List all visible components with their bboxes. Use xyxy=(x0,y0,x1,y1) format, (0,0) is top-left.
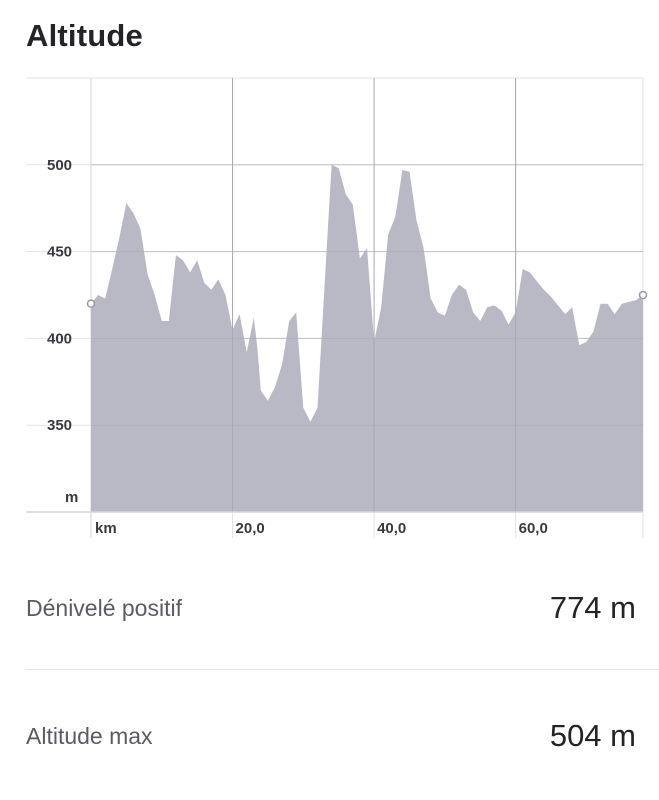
x-tick-label-1: 40,0 xyxy=(377,520,406,537)
altitude-chart[interactable]: 350 400 450 500 mkm 20,0 40,0 60,0 xyxy=(0,0,659,560)
stat-elevation-gain: Dénivelé positif 774 m xyxy=(26,578,636,638)
y-tick-label-0: 350 xyxy=(47,417,72,434)
y-tick-label-1: 400 xyxy=(47,330,72,347)
x-tick-label-0: 20,0 xyxy=(236,520,265,537)
y-axis-unit-label: m xyxy=(65,489,78,506)
end-point-marker xyxy=(638,290,648,300)
stat-max-altitude: Altitude max 504 m xyxy=(26,706,636,766)
y-tick-label-2: 450 xyxy=(47,244,72,261)
x-axis-unit-label: km xyxy=(95,520,117,537)
x-tick-label-2: 60,0 xyxy=(519,520,548,537)
section-title: Altitude xyxy=(26,18,143,53)
stat-value-max-altitude: 504 m xyxy=(549,718,636,753)
stat-value-elevation-gain: 774 m xyxy=(549,590,636,625)
stat-label-max-altitude: Altitude max xyxy=(26,722,153,749)
y-tick-label-3: 500 xyxy=(47,157,72,174)
stats-divider xyxy=(26,669,659,670)
start-point-marker xyxy=(86,299,96,308)
stat-label-elevation-gain: Dénivelé positif xyxy=(26,594,182,621)
